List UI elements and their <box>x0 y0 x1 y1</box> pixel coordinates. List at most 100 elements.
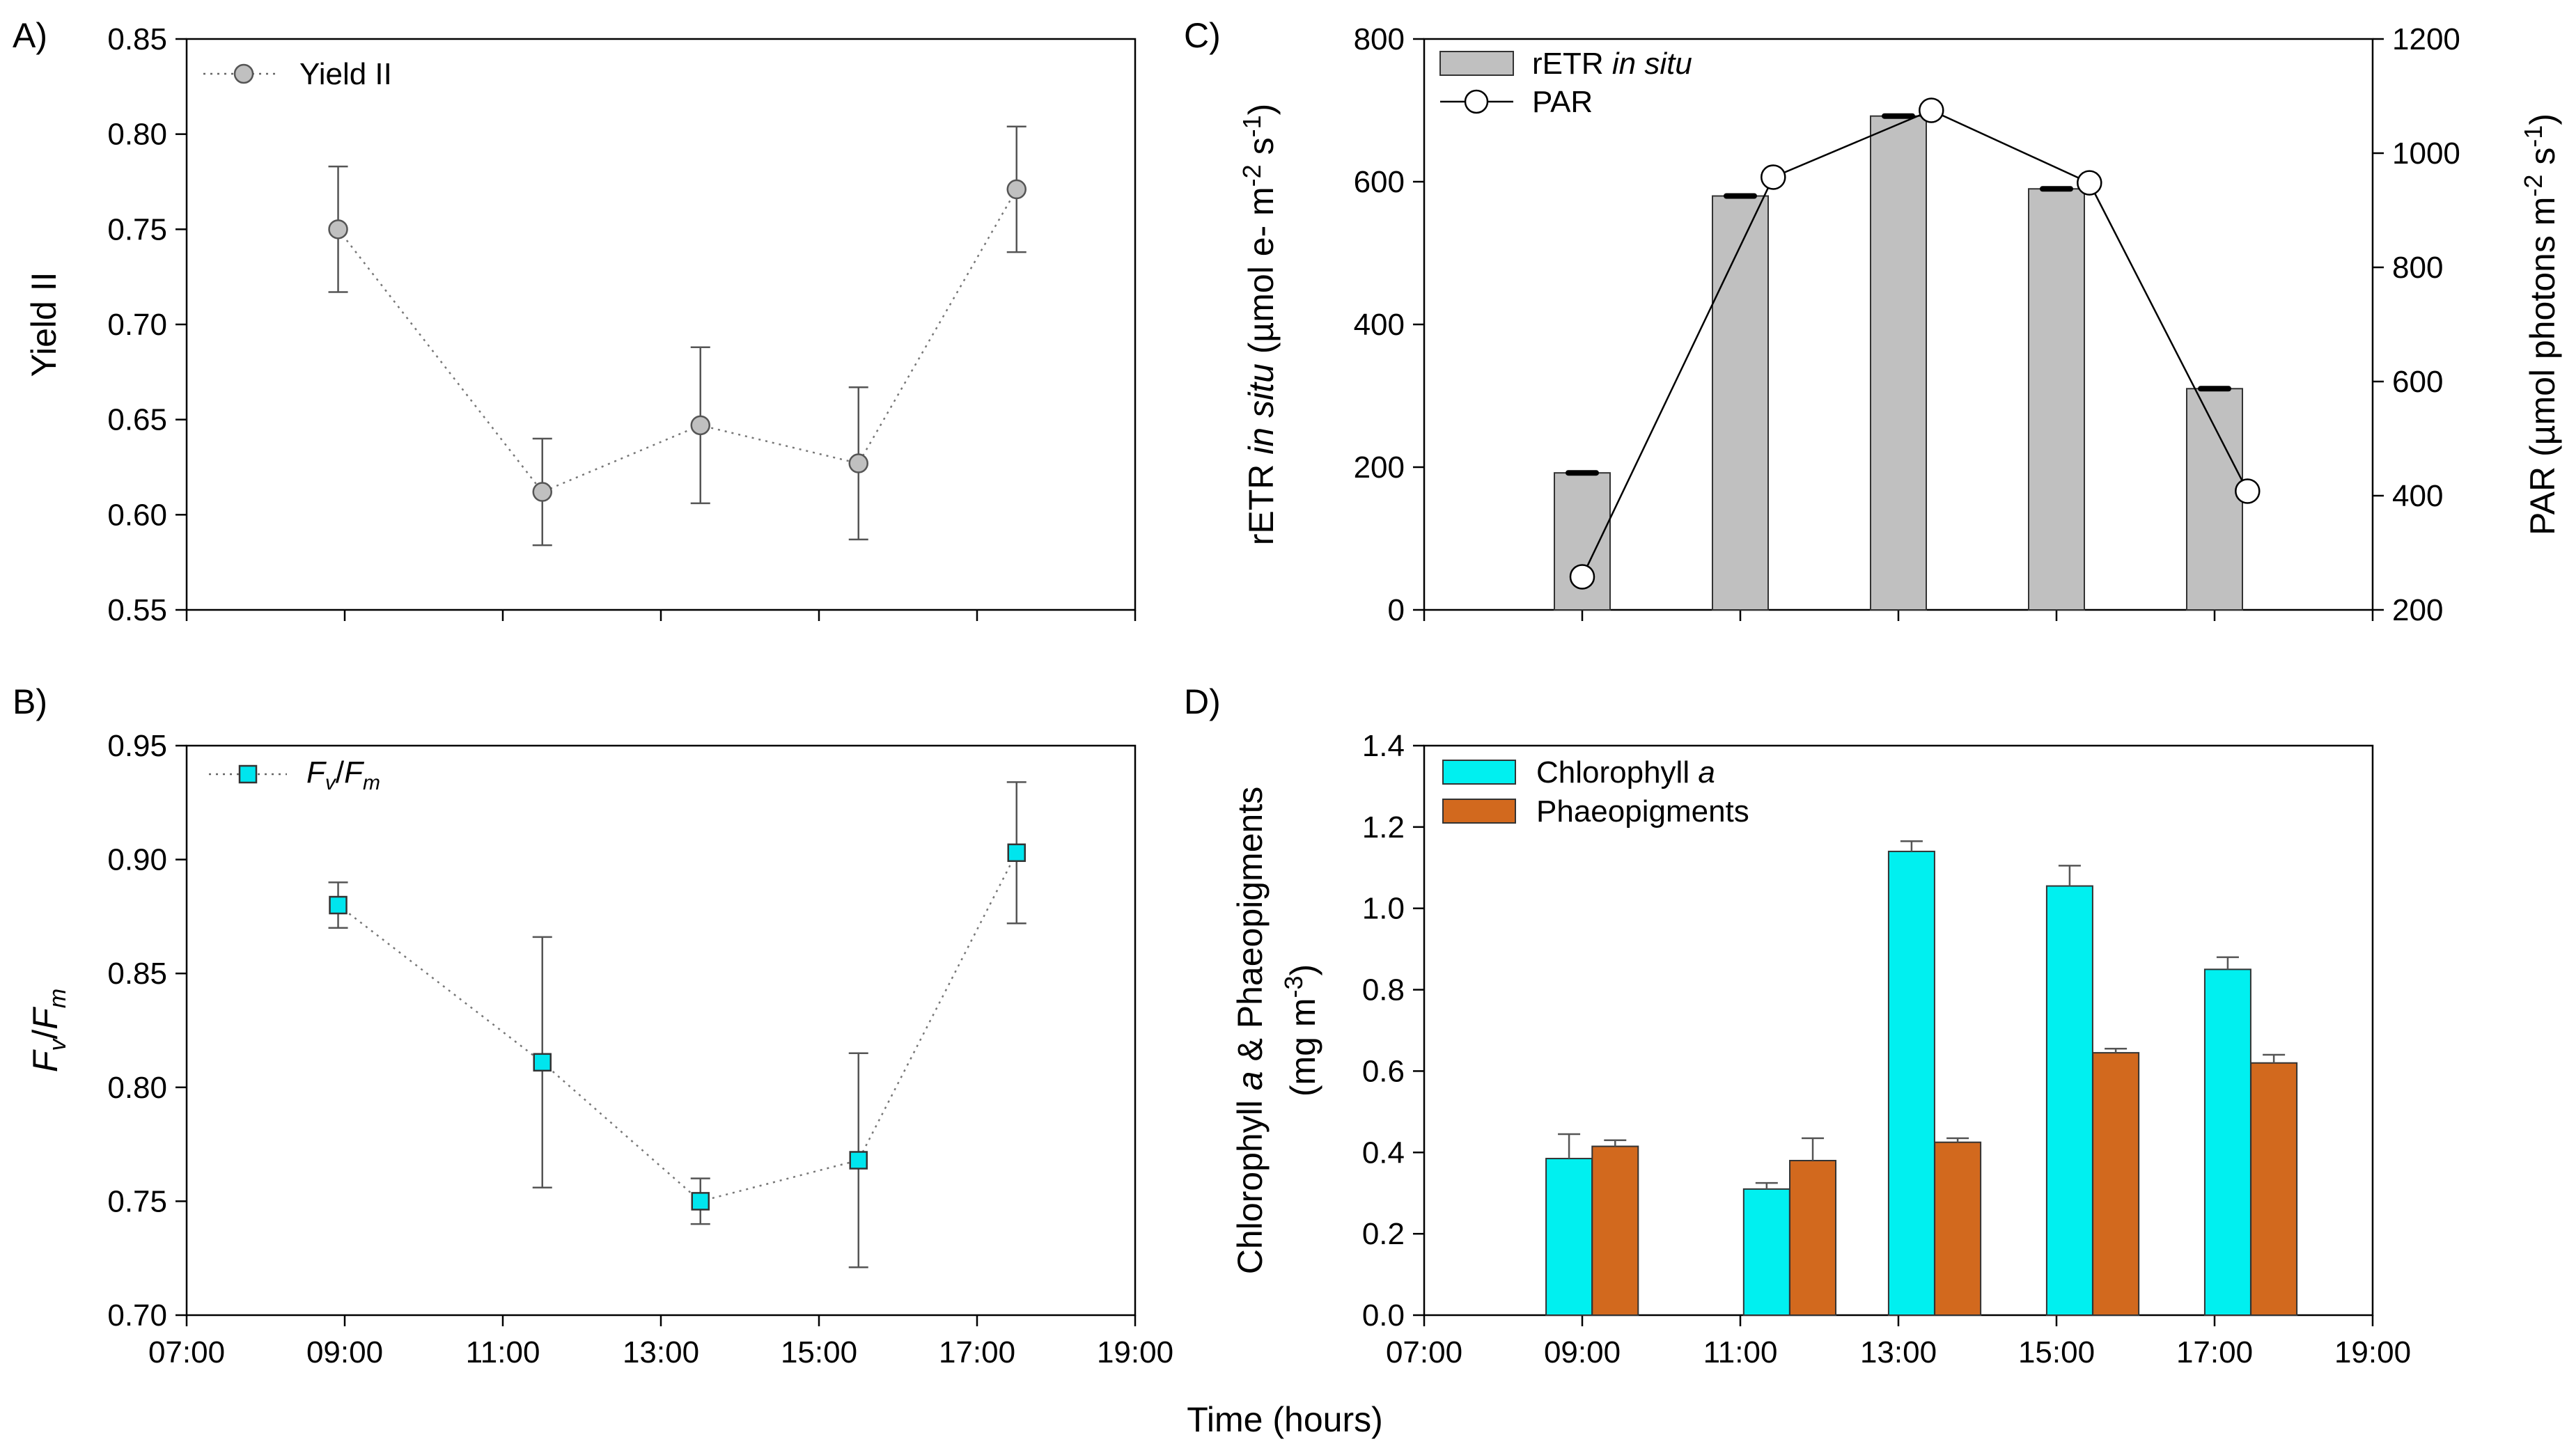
fvfm-point <box>691 1192 710 1211</box>
retr-bar <box>1712 195 1769 611</box>
panel-a-yield-chart: 0.55 0.60 0.65 0.70 0.75 0.80 0.85 Yield II Yi… <box>24 22 1137 627</box>
panel-d-label: D) <box>1184 682 1221 721</box>
panel-b-fvfm-chart: 0.70 0.75 0.80 0.85 0.90 0.95 07:00 09:00 11:00… <box>26 729 1173 1369</box>
legend-fvfm-label: Fv/Fm <box>306 755 380 794</box>
panel-c-retr-par-chart: 0 200 400 600 800 200 400 600 800 1000 1200 rETR … <box>1238 22 2562 627</box>
panel-d-y-tick-label: 0.0 <box>1362 1298 1405 1333</box>
chlorophyll-bar <box>2045 885 2093 1317</box>
panel-c-right-y-axis: 200 400 600 800 1000 1200 <box>2373 22 2460 627</box>
panel-a-y-tick-label: 0.55 <box>107 593 167 627</box>
panel-b-plot-area <box>328 781 1027 1269</box>
fvfm-point <box>849 1151 868 1170</box>
panel-d-plot-area <box>1545 840 2298 1317</box>
panel-b-y-axis: 0.70 0.75 0.80 0.85 0.90 0.95 <box>107 729 187 1333</box>
panel-c-left-y-axis-label: rETR in situ (µmol e- m-2 s-1) <box>1238 104 1281 546</box>
par-point <box>1569 564 1595 590</box>
fvfm-series-line <box>337 852 1017 1202</box>
panel-c-right-y-axis-label: PAR (µmol photons m-2 s-1) <box>2519 113 2562 535</box>
yield-point <box>690 415 710 436</box>
yield-point <box>848 453 868 473</box>
panel-d-y-tick-label: 0.2 <box>1362 1217 1405 1251</box>
panel-b-y-tick-label: 0.95 <box>107 729 167 763</box>
panel-c-x-axis <box>1423 610 2374 621</box>
panel-d-x-tick-label: 15:00 <box>2018 1335 2095 1369</box>
panel-d-legend: Chlorophyll a Phaeopigments <box>1442 755 1749 828</box>
legend-par-label: PAR <box>1532 85 1593 119</box>
panel-a-y-tick-label: 0.85 <box>107 22 167 56</box>
panel-b-x-axis: 07:00 09:00 11:00 13:00 15:00 17:00 19:00 <box>148 1315 1173 1369</box>
panel-b-y-tick-label: 0.70 <box>107 1298 167 1333</box>
panel-b-x-tick-label: 07:00 <box>148 1335 225 1369</box>
chlorophyll-bar <box>2203 968 2251 1317</box>
panel-d-y-axis: 0.0 0.2 0.4 0.6 0.8 1.0 1.2 1.4 <box>1362 729 1424 1333</box>
panel-c-label: C) <box>1184 16 1221 55</box>
legend-chlorophyll-swatch <box>1442 760 1516 785</box>
panel-b-x-tick-label: 11:00 <box>466 1335 540 1369</box>
panel-b-label: B) <box>13 682 47 721</box>
fvfm-point <box>1007 843 1026 863</box>
panel-b-legend: Fv/Fm <box>209 755 380 794</box>
panel-b-y-tick-label: 0.75 <box>107 1184 167 1218</box>
panel-a-x-axis <box>185 610 1137 621</box>
panel-a-frame <box>185 38 1137 611</box>
panel-c-left-y-tick-label: 200 <box>1354 450 1405 485</box>
legend-yield-label: Yield II <box>299 57 392 91</box>
panel-b-y-tick-label: 0.90 <box>107 843 167 877</box>
panel-b-x-tick-label: 15:00 <box>781 1335 857 1369</box>
panel-a-y-axis: 0.55 0.60 0.65 0.70 0.75 0.80 0.85 <box>107 22 187 627</box>
panel-a-y-tick-label: 0.80 <box>107 118 167 152</box>
panel-c-right-y-tick-label: 600 <box>2392 365 2443 399</box>
panel-b-x-tick-label: 19:00 <box>1097 1335 1173 1369</box>
panel-c-left-y-tick-label: 600 <box>1354 165 1405 199</box>
par-point <box>2077 170 2102 196</box>
panel-a-y-axis-label: Yield II <box>24 272 63 377</box>
panel-c-left-y-axis: 0 200 400 600 800 <box>1354 22 1424 627</box>
panel-d-x-tick-label: 17:00 <box>2176 1335 2253 1369</box>
panel-d-x-tick-label: 13:00 <box>1860 1335 1937 1369</box>
phaeopigments-bar <box>1934 1141 1982 1317</box>
panel-d-y-tick-label: 0.4 <box>1362 1136 1405 1170</box>
phaeopigments-bar <box>1591 1145 1639 1317</box>
panel-d-y-tick-label: 0.8 <box>1362 973 1405 1007</box>
legend-yield-marker <box>233 63 254 84</box>
yield-series-line <box>337 189 1017 494</box>
chlorophyll-bar <box>1742 1188 1790 1317</box>
panel-d-x-tick-label: 09:00 <box>1544 1335 1621 1369</box>
panel-c-left-y-tick-label: 0 <box>1388 593 1405 627</box>
panel-a-y-tick-label: 0.65 <box>107 403 167 437</box>
panel-b-x-tick-label: 09:00 <box>306 1335 383 1369</box>
retr-bar <box>1870 115 1927 611</box>
panel-a-y-tick-label: 0.70 <box>107 308 167 342</box>
panel-c-right-y-tick-label: 800 <box>2392 251 2443 285</box>
legend-phaeopigments-swatch <box>1442 799 1516 824</box>
par-point <box>1919 97 1944 123</box>
yield-point <box>532 482 552 502</box>
panel-c-right-y-tick-label: 200 <box>2392 593 2443 627</box>
x-axis-title: Time (hours) <box>1187 1400 1383 1439</box>
phaeopigments-bar <box>2092 1052 2140 1317</box>
phaeopigments-bar <box>2250 1062 2298 1316</box>
panel-c-right-y-tick-label: 400 <box>2392 479 2443 513</box>
panel-d-x-tick-label: 11:00 <box>1703 1335 1778 1369</box>
panel-b-y-tick-label: 0.80 <box>107 1071 167 1105</box>
panel-d-y-tick-label: 1.0 <box>1362 892 1405 926</box>
panel-a-plot-area <box>328 125 1027 547</box>
panel-c-right-y-tick-label: 1000 <box>2392 136 2460 171</box>
yield-point <box>1006 179 1027 200</box>
panel-b-frame <box>185 744 1137 1317</box>
panel-d-pigments-chart: 0.0 0.2 0.4 0.6 0.8 1.0 1.2 1.4 07:00 09:00 11:00… <box>1231 729 2411 1369</box>
panel-a-label: A) <box>13 16 47 55</box>
phaeopigments-bar <box>1789 1159 1837 1316</box>
legend-retr-swatch <box>1439 51 1514 76</box>
retr-bar <box>2186 388 2243 611</box>
chlorophyll-bar <box>1545 1158 1593 1317</box>
panel-a-legend: Yield II <box>203 57 392 91</box>
panel-d-y-tick-label: 1.2 <box>1362 810 1405 845</box>
panel-a-y-tick-label: 0.60 <box>107 498 167 532</box>
panel-d-x-tick-label: 07:00 <box>1386 1335 1462 1369</box>
panel-c-legend: rETR in situ PAR <box>1439 47 1692 119</box>
panel-d-y-tick-label: 1.4 <box>1362 729 1405 763</box>
par-point <box>1761 164 1786 190</box>
panel-c-left-y-tick-label: 400 <box>1354 308 1405 342</box>
